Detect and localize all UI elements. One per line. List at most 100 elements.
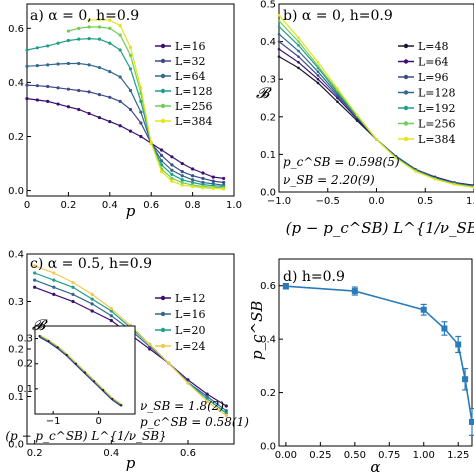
- legend-label: L=16: [175, 40, 206, 53]
- legend-marker: [160, 88, 166, 94]
- data-point: [35, 64, 39, 68]
- y-tick-label: 0.4: [260, 335, 276, 346]
- legend-marker: [160, 327, 166, 333]
- data-point: [297, 66, 300, 70]
- data-point: [66, 38, 70, 43]
- data-point: [46, 84, 50, 89]
- data-point: [118, 99, 122, 103]
- data-point: [97, 18, 102, 22]
- x-tick-label: 1.00: [413, 450, 435, 461]
- data-point: [46, 63, 50, 67]
- data-point: [277, 13, 281, 17]
- legend-label: L=192: [418, 102, 456, 115]
- panel-title: d) h=0.9: [283, 269, 345, 285]
- data-point: [201, 171, 205, 175]
- data-point: [336, 100, 339, 104]
- data-point: [316, 60, 320, 64]
- axes-frame: [278, 258, 473, 447]
- series-line: [285, 285, 473, 423]
- data-point: [128, 67, 133, 71]
- legend-marker: [160, 118, 166, 124]
- x-axis-label: (p − p_c^SB) L^{1/ν_SB}: [286, 219, 474, 237]
- inset-x-axis-label: (p − p_c^SB) L^{1/ν_SB}: [5, 429, 166, 443]
- data-point: [316, 64, 320, 68]
- data-point: [201, 176, 205, 181]
- inset-data-point: [83, 371, 87, 374]
- legend-label: L=12: [175, 292, 206, 305]
- data-point: [224, 404, 228, 408]
- inset-y-axis-label: 𝓑: [32, 316, 48, 334]
- panel-a: 0 0.2 0.4 0.6 0.8 1.0 0.0 0.2 0.4 0.6 a) α = 0, h=…: [8, 3, 242, 220]
- data-point: [52, 292, 56, 296]
- data-point: [97, 115, 102, 120]
- x-tick-label: 0.6: [143, 200, 159, 211]
- data-point: [87, 37, 91, 41]
- data-point: [52, 271, 56, 275]
- x-tick-label: 0.5: [417, 196, 433, 207]
- legend-marker: [160, 103, 166, 109]
- y-axis-label: 𝓑: [256, 84, 272, 102]
- y-tick-label: 0.0: [8, 186, 24, 197]
- data-point: [149, 141, 153, 145]
- x-tick-label: −1.0: [267, 196, 291, 207]
- data-point: [205, 394, 209, 399]
- panel-title: b) α = 0, h=0.9: [283, 8, 393, 24]
- data-point: [108, 26, 112, 30]
- data-point: [56, 62, 60, 66]
- data-point: [297, 55, 300, 58]
- data-point: [282, 283, 289, 290]
- data-point: [180, 170, 184, 174]
- annotation: p_c^SB = 0.58(1): [140, 415, 249, 429]
- data-point: [97, 37, 102, 41]
- data-point: [35, 46, 39, 50]
- data-point: [71, 299, 75, 304]
- data-point: [180, 180, 184, 185]
- data-point: [77, 37, 81, 41]
- x-tick-label: 0.6: [180, 448, 196, 459]
- data-point: [159, 148, 164, 152]
- y-tick-label: 0.4: [260, 37, 276, 48]
- inset-series-line: [39, 334, 122, 405]
- data-point: [159, 153, 164, 158]
- data-point: [180, 174, 184, 178]
- data-point: [35, 84, 39, 88]
- legend-marker: [403, 136, 409, 142]
- x-tick-label: 1.0: [226, 200, 242, 211]
- x-tick-label: 1.25: [447, 450, 469, 461]
- data-point: [455, 341, 462, 348]
- data-point: [414, 170, 417, 173]
- data-point: [66, 29, 70, 33]
- y-tick-label: 0.6: [260, 281, 276, 292]
- series-line: [89, 19, 224, 190]
- legend-marker: [403, 105, 409, 111]
- panel-d: 0.00 0.25 0.50 0.75 1.00 1.25 0.0 0.2 0.4 0.6 d) h…: [248, 258, 474, 474]
- legend-label: L=384: [175, 115, 213, 128]
- data-point: [186, 381, 190, 385]
- data-point: [87, 25, 91, 29]
- legend-label: L=256: [175, 100, 213, 113]
- data-point: [170, 176, 174, 181]
- data-point: [108, 18, 112, 22]
- x-tick-label: 0.25: [309, 450, 331, 461]
- inset-y-tick-label: 0.3: [17, 334, 33, 345]
- data-point: [355, 113, 359, 117]
- legend-marker: [160, 73, 166, 79]
- data-point: [191, 178, 195, 182]
- data-point: [148, 347, 152, 351]
- inset-x-tick-label: −1: [46, 416, 61, 427]
- data-point: [375, 138, 378, 141]
- data-point: [205, 397, 209, 401]
- data-point: [336, 87, 339, 90]
- x-tick-label: 0.4: [102, 200, 118, 211]
- inset-data-point: [92, 380, 96, 383]
- x-tick-label: 0.0: [369, 196, 385, 207]
- data-point: [170, 163, 174, 167]
- x-tick-label: 0.50: [344, 450, 366, 461]
- data-point: [56, 41, 60, 45]
- y-tick-label: 0.6: [8, 24, 24, 35]
- data-point: [66, 87, 70, 91]
- legend-marker: [403, 121, 409, 126]
- x-tick-label: 0.75: [378, 450, 400, 461]
- x-tick-label: 0.2: [27, 448, 43, 459]
- legend-label: L=48: [418, 40, 449, 53]
